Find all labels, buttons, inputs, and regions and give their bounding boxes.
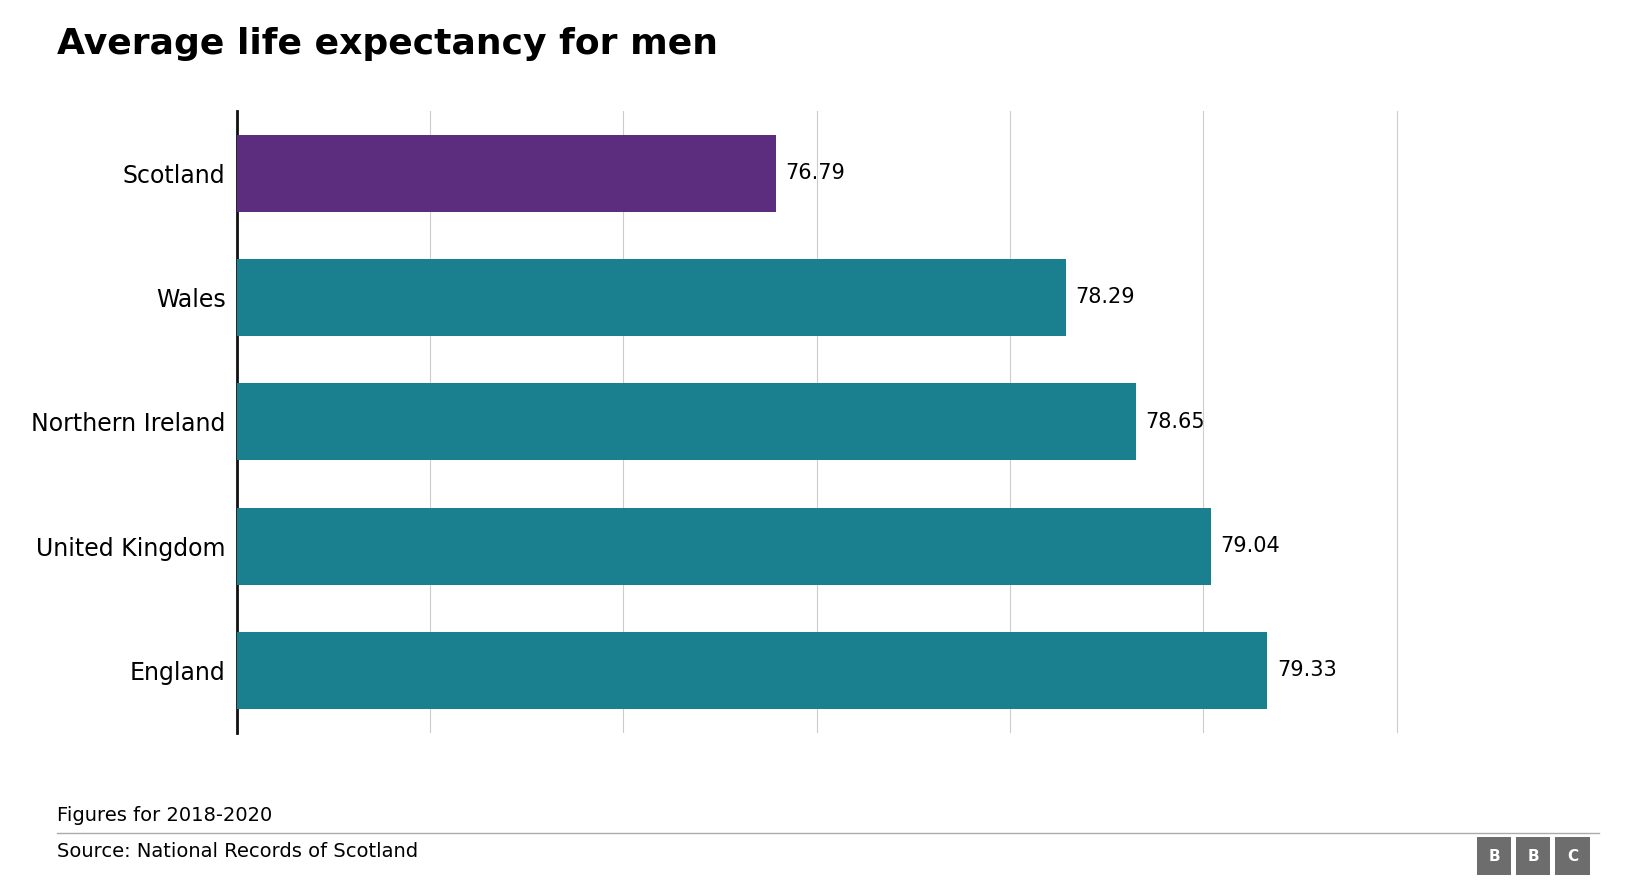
Text: B: B xyxy=(1528,849,1539,863)
Text: Source: National Records of Scotland: Source: National Records of Scotland xyxy=(57,842,418,860)
Text: 78.29: 78.29 xyxy=(1075,288,1136,307)
Bar xyxy=(0,384,1136,460)
FancyBboxPatch shape xyxy=(1555,836,1590,876)
Text: Average life expectancy for men: Average life expectancy for men xyxy=(57,27,718,60)
Bar xyxy=(0,135,777,211)
Text: B: B xyxy=(1488,849,1500,863)
Text: 76.79: 76.79 xyxy=(785,163,845,183)
Text: 79.33: 79.33 xyxy=(1276,661,1337,680)
Text: Figures for 2018-2020: Figures for 2018-2020 xyxy=(57,806,273,825)
Text: C: C xyxy=(1567,849,1578,863)
Bar xyxy=(0,632,1266,709)
Bar xyxy=(0,508,1211,584)
Text: 79.04: 79.04 xyxy=(1221,536,1281,556)
FancyBboxPatch shape xyxy=(1516,836,1550,876)
FancyBboxPatch shape xyxy=(1477,836,1511,876)
Text: 78.65: 78.65 xyxy=(1146,412,1204,432)
Bar xyxy=(0,259,1066,336)
